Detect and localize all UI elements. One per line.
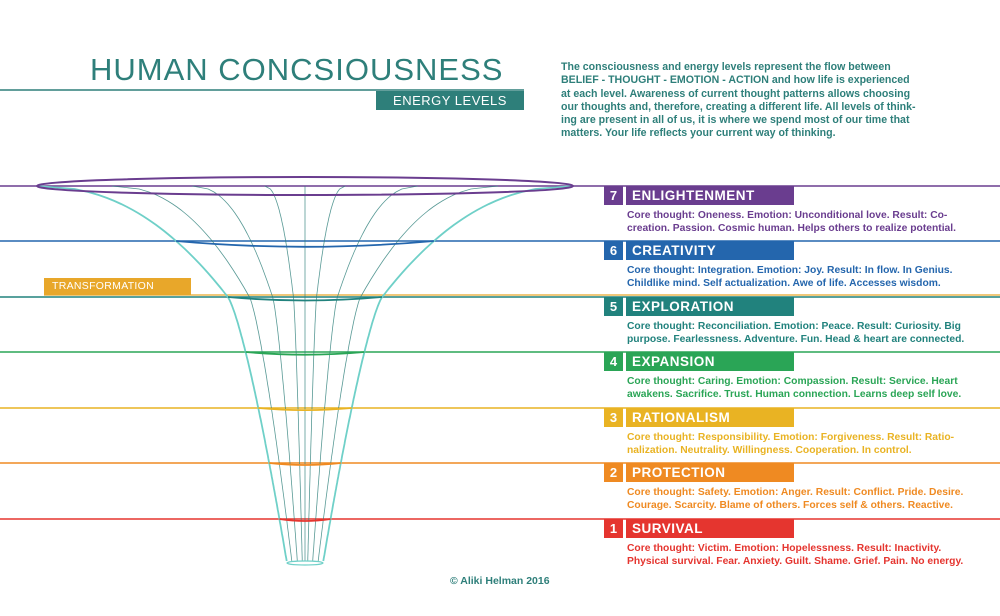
level-description: Core thought: Responsibility. Emotion: F… — [627, 431, 999, 458]
funnel-meridian — [36, 185, 288, 562]
level-description-line: purpose. Fearlessness. Adventure. Fun. H… — [627, 334, 965, 346]
level-name: RATIONALISM — [626, 408, 794, 427]
level-description-line: nalization. Neutrality. Willingness. Coo… — [627, 445, 912, 457]
funnel-meridian — [111, 185, 293, 562]
level-description-line: creation. Passion. Cosmic human. Helps o… — [627, 223, 957, 235]
funnel-meridian — [264, 185, 303, 561]
intro-text: The consciousness and energy levels repr… — [561, 61, 981, 141]
funnel-meridian — [312, 185, 418, 562]
level-number: 3 — [604, 408, 623, 427]
funnel-ring — [269, 462, 341, 466]
level-number: 5 — [604, 297, 623, 316]
level-number: 7 — [604, 186, 623, 205]
level-description-line: Core thought: Integration. Emotion: Joy.… — [627, 265, 953, 276]
intro-line: The consciousness and energy levels repr… — [561, 61, 891, 73]
level-description-line: awakens. Sacrifice. Trust. Human connect… — [627, 389, 962, 401]
funnel-ring — [245, 351, 365, 356]
funnel-ring — [279, 518, 331, 522]
level-name: EXPANSION — [626, 352, 794, 371]
funnel-bottom — [286, 560, 324, 566]
level-number: 4 — [604, 352, 623, 371]
level-number: 1 — [604, 519, 623, 538]
level-description-line: Core thought: Safety. Emotion: Anger. Re… — [627, 487, 964, 498]
level-description-line: Physical survival. Fear. Anxiety. Guilt.… — [627, 556, 964, 568]
level-description: Core thought: Caring. Emotion: Compassio… — [627, 375, 999, 402]
level-number: 2 — [604, 463, 623, 482]
level-description-line: Core thought: Victim. Emotion: Hopelessn… — [627, 543, 942, 554]
level-description-line: Core thought: Oneness. Emotion: Uncondit… — [627, 210, 948, 221]
intro-line: BELIEF - THOUGHT - EMOTION - ACTION and … — [561, 74, 910, 87]
level-description: Core thought: Integration. Emotion: Joy.… — [627, 264, 999, 291]
intro-line: matters. Your life reflects your current… — [561, 127, 836, 140]
funnel-ring — [258, 407, 352, 412]
level-name: CREATIVITY — [626, 241, 794, 260]
funnel-meridian — [307, 185, 346, 561]
transformation-label: TRANSFORMATION — [44, 278, 191, 295]
intro-line: ing are present in all of us, it is wher… — [561, 114, 910, 127]
funnel-ring — [176, 240, 434, 248]
level-description-line: Core thought: Responsibility. Emotion: F… — [627, 432, 955, 443]
level-description-line: Core thought: Caring. Emotion: Compassio… — [627, 376, 958, 387]
funnel-meridian — [192, 185, 298, 562]
intro-line: our thoughts and, therefore, creating a … — [561, 100, 916, 113]
level-description: Core thought: Reconciliation. Emotion: P… — [627, 320, 999, 347]
level-name: EXPLORATION — [626, 297, 794, 316]
funnel-ring — [227, 296, 383, 302]
page-title: HUMAN CONCSIOUSNESS — [90, 52, 504, 87]
funnel-meridian — [317, 185, 499, 562]
level-name: ENLIGHTENMENT — [626, 186, 794, 205]
level-description-line: Courage. Scarcity. Blame of others. Forc… — [627, 500, 953, 512]
level-number: 6 — [604, 241, 623, 260]
funnel-meridian — [322, 185, 574, 562]
level-description: Core thought: Safety. Emotion: Anger. Re… — [627, 486, 999, 513]
level-description: Core thought: Victim. Emotion: Hopelessn… — [627, 542, 999, 569]
page-subtitle: ENERGY LEVELS — [376, 91, 524, 110]
level-description-line: Core thought: Reconciliation. Emotion: P… — [627, 321, 961, 332]
level-name: SURVIVAL — [626, 519, 794, 538]
level-name: PROTECTION — [626, 463, 794, 482]
copyright-text: © Aliki Helman 2016 — [450, 575, 550, 587]
intro-line: at each level. Awareness of current thou… — [561, 87, 911, 100]
level-description-line: Childlike mind. Self actualization. Awe … — [627, 278, 941, 290]
funnel-top-rim — [36, 176, 574, 196]
level-description: Core thought: Oneness. Emotion: Uncondit… — [627, 209, 999, 236]
